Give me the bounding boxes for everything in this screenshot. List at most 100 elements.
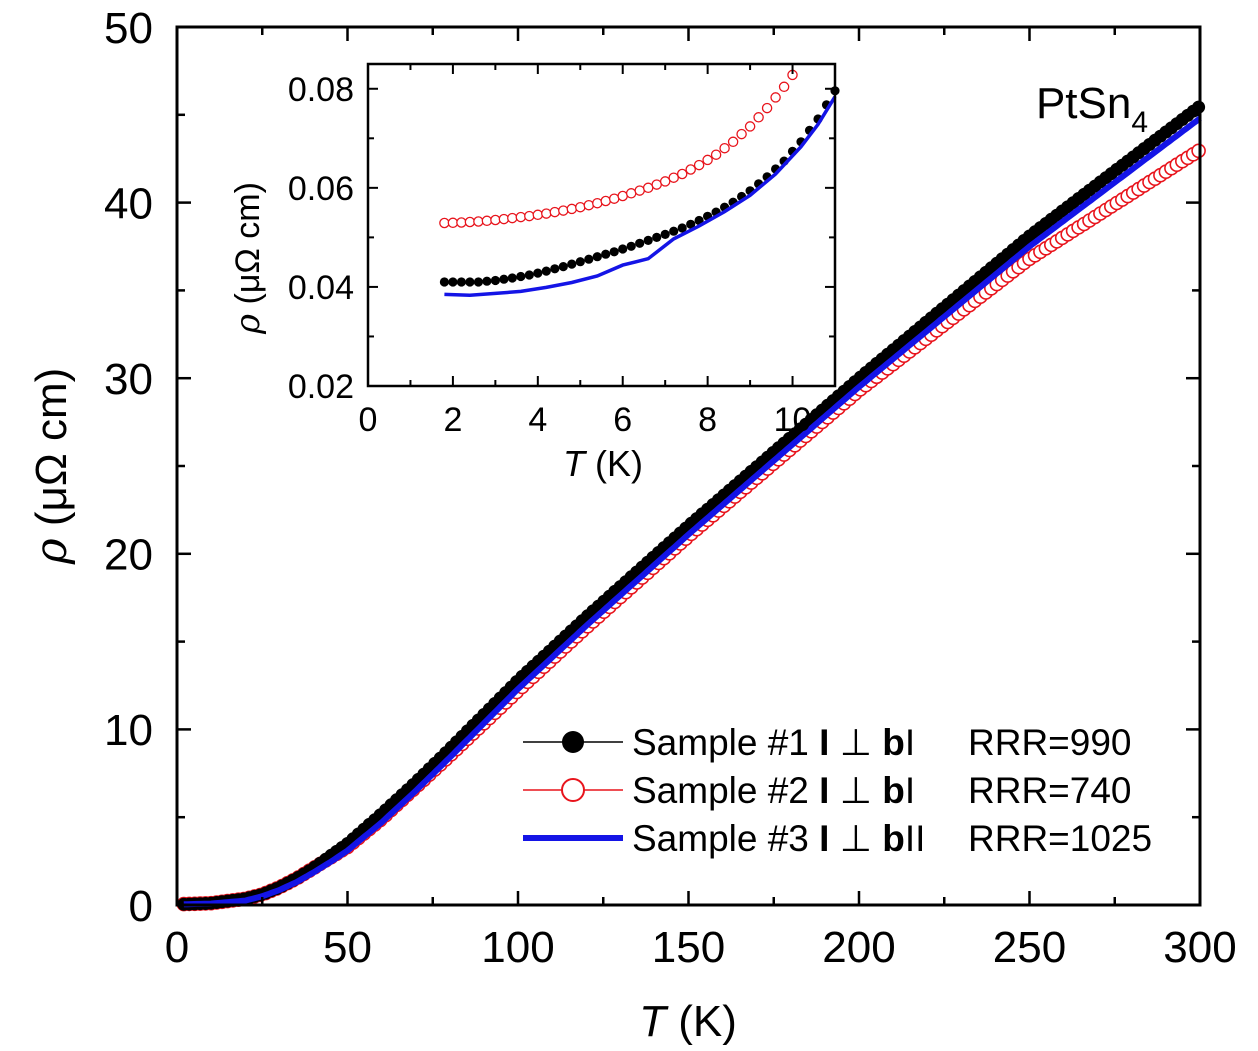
main-annotation: PtSn4 xyxy=(1036,79,1148,139)
legend-current-symbol: I xyxy=(819,770,829,811)
legend-rrr: RRR=990 xyxy=(968,722,1132,763)
inset-series-sample-1-point xyxy=(609,247,619,257)
inset-series-sample-2-point xyxy=(608,193,620,204)
legend-rrr: RRR=1025 xyxy=(968,818,1152,859)
legend-rrr: RRR=740 xyxy=(968,770,1132,811)
inset-series-sample-2-point xyxy=(744,121,756,132)
inset-series-sample-2-point xyxy=(456,217,467,228)
inset-series-sample-2-point xyxy=(507,212,518,224)
inset-series-sample-2-point xyxy=(532,209,544,221)
inset-x-axis-label: T (K) xyxy=(563,443,643,484)
inset-series-sample-2-point xyxy=(668,172,679,183)
legend-entry-sample-1: Sample #1 I ⊥ bI RRR=990 xyxy=(523,722,1132,763)
inset-series-sample-1-point xyxy=(439,277,449,287)
inset-series-sample-1-point xyxy=(567,259,577,269)
main-y-tick-label: 40 xyxy=(104,179,153,228)
inset-series-sample-2-point xyxy=(439,217,450,229)
inset-series-sample-2-point xyxy=(583,199,595,211)
inset-x-tick-label: 10 xyxy=(774,401,812,439)
main-y-axis-label: ρ (μΩ cm) xyxy=(26,368,77,566)
legend-label: Sample #3 I ⊥ bII xyxy=(632,818,925,859)
inset-series-sample-2-point xyxy=(473,216,484,227)
main-x-tick-label: 100 xyxy=(481,923,554,972)
legend-perp-symbol: ⊥ xyxy=(829,770,882,811)
legend-axis-symbol: b xyxy=(882,722,905,763)
inset-series-sample-2-point xyxy=(727,136,739,148)
inset-series-layer xyxy=(439,69,840,298)
main-annotation-sub: 4 xyxy=(1131,106,1148,139)
inset-y-tick-label: 0.02 xyxy=(288,368,354,406)
inset-series-sample-1-point xyxy=(669,226,679,236)
inset-series-sample-1-point xyxy=(660,229,670,239)
inset-series-sample-2-point xyxy=(642,182,654,194)
inset-series-sample-2-point xyxy=(464,216,476,228)
legend-entry-sample-2: Sample #2 I ⊥ bI RRR=740 xyxy=(523,770,1132,811)
inset-series-sample-1-point xyxy=(465,277,475,287)
inset-series-sample-1-point xyxy=(558,262,568,272)
main-x-tick-label: 150 xyxy=(652,923,725,972)
inset-plot: 0 2 4 6 8 10 0.02 0.04 0.06 0.08 T (K) ρ (μΩ cm) xyxy=(228,62,840,484)
inset-series-sample-1-point xyxy=(652,232,662,242)
inset-series-sample-2-point xyxy=(524,210,535,222)
inset-x-tick-label: 8 xyxy=(698,401,717,439)
main-y-tick-label: 20 xyxy=(104,531,153,580)
main-x-axis-label: T (K) xyxy=(639,997,737,1046)
inset-series-sample-1-point xyxy=(618,244,628,254)
main-x-tick-label: 50 xyxy=(323,923,372,972)
inset-y-axis-unit: (μΩ cm) xyxy=(229,182,267,314)
inset-series-sample-2-point xyxy=(617,190,628,202)
inset-ticks-layer: 0 2 4 6 8 10 0.02 0.04 0.06 0.08 xyxy=(288,64,835,439)
main-y-tick-label: 10 xyxy=(104,706,153,755)
inset-y-axis-symbol: ρ xyxy=(228,314,268,335)
inset-series-sample-2-point xyxy=(659,176,671,187)
inset-series-sample-2-point xyxy=(770,92,781,103)
main-x-tick-label: 200 xyxy=(822,923,895,972)
main-series-sample-3 xyxy=(183,115,1202,908)
main-x-tick-label: 0 xyxy=(165,923,189,972)
inset-series-sample-2-point xyxy=(592,197,603,209)
legend-perp-symbol: ⊥ xyxy=(829,818,882,859)
legend-swatch-marker xyxy=(562,731,584,753)
inset-series-sample-2-point xyxy=(710,149,722,160)
inset-x-tick-label: 2 xyxy=(443,401,462,439)
inset-series-sample-1-point xyxy=(533,268,543,278)
inset-series-sample-3-line xyxy=(444,95,837,298)
inset-series-sample-2-point xyxy=(761,102,773,114)
inset-series-sample-1-point xyxy=(482,276,492,286)
inset-y-tick-label: 0.06 xyxy=(288,170,354,208)
inset-y-axis-label: ρ (μΩ cm) xyxy=(228,182,268,335)
inset-series-sample-1-point xyxy=(541,266,551,276)
legend-perp-symbol: ⊥ xyxy=(829,722,882,763)
main-x-axis-symbol: T xyxy=(639,997,669,1046)
inset-series-sample-1-point xyxy=(507,273,517,283)
main-x-tick-label: 300 xyxy=(1163,923,1236,972)
main-annotation-base: PtSn xyxy=(1036,79,1131,128)
inset-series-sample-2-point xyxy=(447,217,459,229)
inset-series-sample-2-point xyxy=(651,179,662,190)
legend-axis-symbol: b xyxy=(882,818,905,859)
legend-orientation-suffix: II xyxy=(905,818,926,859)
inset-series-sample-1-point xyxy=(516,271,526,282)
inset-series-sample-1-point xyxy=(473,277,483,287)
inset-series-sample-2-point xyxy=(753,112,764,123)
legend-label: Sample #1 I ⊥ bI xyxy=(632,722,915,763)
inset-series-sample-2-point xyxy=(481,215,493,227)
inset-series-sample-2-point xyxy=(600,195,611,207)
inset-series-sample-2-point xyxy=(515,211,527,223)
legend-label: Sample #2 I ⊥ bI xyxy=(632,770,915,811)
inset-series-sample-1-point xyxy=(456,277,466,287)
inset-series-sample-2-point xyxy=(676,168,688,180)
inset-series-sample-1-point xyxy=(490,275,500,286)
inset-x-axis-unit: (K) xyxy=(585,443,643,484)
legend-current-symbol: I xyxy=(819,818,829,859)
legend-orientation-suffix: I xyxy=(905,722,915,763)
inset-series-sample-1-point xyxy=(575,257,585,267)
inset-series-sample-1-point xyxy=(686,219,696,229)
legend-swatch-marker xyxy=(561,778,585,802)
legend-series-name: Sample #1 xyxy=(632,722,819,763)
legend-series-name: Sample #2 xyxy=(632,770,819,811)
inset-x-axis-symbol: T xyxy=(563,443,588,484)
inset-series-sample-1-point xyxy=(677,223,687,233)
main-y-tick-label: 30 xyxy=(104,355,153,404)
